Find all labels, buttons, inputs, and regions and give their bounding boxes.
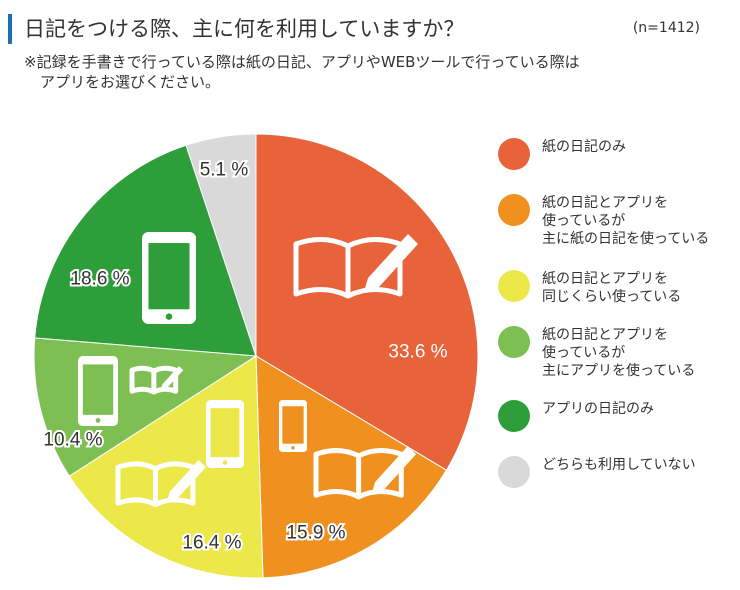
- legend-label: どちらも利用していない: [542, 457, 696, 473]
- legend-item: 紙の日記とアプリを 使っているが 主に紙の日記を使っている: [498, 194, 709, 248]
- legend-swatch: [498, 400, 530, 432]
- legend-swatch: [498, 194, 530, 226]
- legend-item: 紙の日記のみ: [498, 138, 626, 170]
- smartphone-icon: [78, 356, 118, 426]
- chart-title: 日記をつける際、主に何を利用していますか？: [24, 17, 465, 41]
- slice-value-label: 33.6 %: [388, 342, 447, 363]
- smartphone-icon: [206, 400, 244, 468]
- legend-label: 紙の日記のみ: [542, 139, 626, 155]
- legend-label: 紙の日記とアプリを 同じくらい使っている: [542, 271, 682, 305]
- slice-value-label: 18.6 %: [70, 269, 129, 290]
- legend-label: 紙の日記とアプリを 使っているが 主にアプリを使っている: [542, 327, 696, 379]
- book-pencil-icon: [293, 234, 418, 299]
- subtitle-line-2: アプリをお選びください。: [40, 73, 221, 91]
- legend-label: アプリの日記のみ: [542, 401, 654, 417]
- pie-slice: [185, 133, 257, 357]
- slice-value-label: 10.4 %: [43, 430, 102, 451]
- sample-size: (n=1412): [632, 20, 700, 36]
- slice-value-label: 15.9 %: [286, 523, 345, 544]
- legend-item: 紙の日記とアプリを 同じくらい使っている: [498, 270, 681, 306]
- legend-item: どちらも利用していない: [498, 456, 696, 488]
- slice-value-label: 5.1 %: [200, 160, 249, 181]
- legend-swatch: [498, 138, 530, 170]
- pie-slice: [255, 133, 479, 471]
- subtitle-line-1: ※記録を手書きで行っている際は紙の日記、アプリやWEBツールで行っている際は: [24, 53, 580, 71]
- legend-swatch: [498, 326, 530, 358]
- book-pencil-icon: [313, 446, 417, 500]
- smartphone-icon: [279, 400, 307, 452]
- book-pencil-icon: [115, 460, 206, 508]
- legend-item: アプリの日記のみ: [498, 400, 654, 432]
- book-pencil-icon: [129, 365, 184, 395]
- smartphone-icon: [142, 232, 196, 324]
- slice-value-label: 16.4 %: [182, 533, 241, 554]
- legend-label: 紙の日記とアプリを 使っているが 主に紙の日記を使っている: [542, 195, 710, 247]
- chart-subtitle: ※記録を手書きで行っている際は紙の日記、アプリやWEBツールで行っている際は ア…: [24, 52, 664, 92]
- legend-swatch: [498, 270, 530, 302]
- legend-item: 紙の日記とアプリを 使っているが 主にアプリを使っている: [498, 326, 695, 380]
- title-accent-bar: [8, 14, 12, 44]
- legend-swatch: [498, 456, 530, 488]
